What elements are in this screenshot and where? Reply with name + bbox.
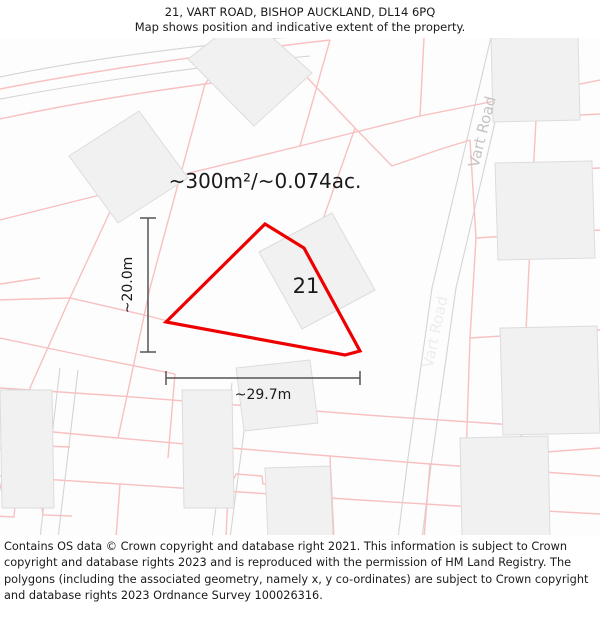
building-shape xyxy=(68,110,189,224)
map-header: 21, VART ROAD, BISHOP AUCKLAND, DL14 6PQ… xyxy=(0,0,600,38)
plot-number-label: 21 xyxy=(293,274,320,298)
height-dimension-bar xyxy=(140,217,156,353)
building-shape xyxy=(499,325,600,436)
building-shape xyxy=(187,38,313,127)
building-shape xyxy=(459,435,551,535)
area-label: ~300m²/~0.074ac. xyxy=(169,169,362,193)
building-shape xyxy=(0,389,55,509)
building-shape xyxy=(264,465,334,535)
building-shape xyxy=(494,160,596,261)
width-dimension-bar xyxy=(165,371,361,385)
property-plot-outline[interactable] xyxy=(162,221,363,357)
map-canvas[interactable]: Vart Road Vart Road ~300m²/~0.074ac. 21 … xyxy=(0,38,600,535)
height-dimension-label: ~20.0m xyxy=(120,257,136,314)
map-footer: Contains OS data © Crown copyright and d… xyxy=(0,535,600,625)
building-shape xyxy=(490,38,581,123)
page-title: 21, VART ROAD, BISHOP AUCKLAND, DL14 6PQ xyxy=(164,5,436,19)
page-subtitle: Map shows position and indicative extent… xyxy=(134,20,466,34)
copyright-disclaimer: Contains OS data © Crown copyright and d… xyxy=(4,540,589,603)
width-dimension-label: ~29.7m xyxy=(235,387,292,403)
building-shape xyxy=(181,389,235,509)
footer-divider xyxy=(0,535,600,536)
